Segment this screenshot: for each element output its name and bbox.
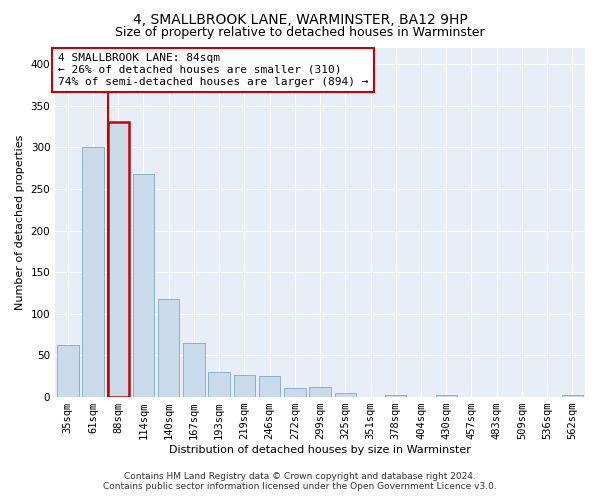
X-axis label: Distribution of detached houses by size in Warminster: Distribution of detached houses by size … [169,445,471,455]
Bar [335,393,356,397]
Text: 4, SMALLBROOK LANE, WARMINSTER, BA12 9HP: 4, SMALLBROOK LANE, WARMINSTER, BA12 9HP [133,12,467,26]
Bar [284,388,305,397]
Bar [233,374,255,397]
Bar [208,372,230,397]
Bar [436,396,457,397]
Bar [385,396,406,397]
Bar [310,387,331,397]
Text: 4 SMALLBROOK LANE: 84sqm
← 26% of detached houses are smaller (310)
74% of semi-: 4 SMALLBROOK LANE: 84sqm ← 26% of detach… [58,54,368,86]
Bar [133,174,154,397]
Bar [183,343,205,397]
Bar [57,346,79,397]
Bar [259,376,280,397]
Text: Contains HM Land Registry data © Crown copyright and database right 2024.
Contai: Contains HM Land Registry data © Crown c… [103,472,497,491]
Text: Size of property relative to detached houses in Warminster: Size of property relative to detached ho… [115,26,485,39]
Bar [562,396,583,397]
Bar [107,122,129,397]
Y-axis label: Number of detached properties: Number of detached properties [15,134,25,310]
Bar [158,299,179,397]
Bar [82,148,104,397]
